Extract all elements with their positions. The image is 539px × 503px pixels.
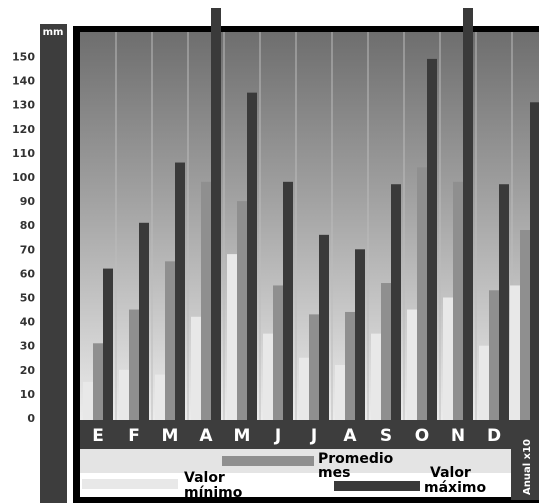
legend-min-line2: mínimo — [184, 485, 243, 501]
bar-max-9 — [427, 58, 437, 420]
bar-avg-10 — [453, 181, 463, 420]
bar-avg-8 — [381, 283, 391, 420]
month-label: J — [274, 426, 281, 446]
bar-max-7 — [355, 249, 365, 420]
legend-avg-line1: Promedio — [318, 451, 394, 467]
bar-max-5 — [283, 181, 293, 420]
month-label: S — [380, 426, 392, 446]
y-tick-label: 130 — [12, 99, 35, 112]
y-tick-label: 120 — [12, 123, 35, 136]
bar-max-0 — [103, 268, 113, 420]
month-label: O — [415, 426, 429, 446]
bar-max-1 — [139, 222, 149, 420]
unit-column — [40, 24, 67, 503]
month-label: D — [487, 426, 501, 446]
bar-avg-4 — [237, 201, 247, 420]
legend-swatch-min — [82, 479, 178, 489]
y-tick-label: 70 — [20, 243, 36, 256]
bar-min-2 — [155, 374, 165, 420]
bar-avg-2 — [165, 261, 175, 420]
month-strip — [80, 420, 511, 449]
bars — [83, 8, 539, 421]
bar-min-8 — [371, 333, 381, 420]
legend-swatch-max — [334, 481, 420, 491]
month-label: E — [92, 426, 104, 446]
bar-max-8 — [391, 184, 401, 420]
bar-max-3 — [211, 8, 221, 420]
bar-min-9 — [407, 309, 417, 420]
y-tick-label: 0 — [27, 412, 35, 425]
month-label: N — [451, 426, 465, 446]
y-tick-label: 90 — [20, 195, 36, 208]
bar-max-6 — [319, 234, 329, 420]
bar-avg-3 — [201, 181, 211, 420]
bar-avg-annual — [520, 230, 530, 420]
gridlines — [115, 32, 513, 420]
legend-max-line2: máximo — [424, 480, 486, 496]
legend-swatch-avg — [222, 456, 314, 466]
legend-min-line1: Valor — [184, 470, 225, 486]
y-tick-label: 140 — [12, 75, 35, 88]
bar-min-3 — [191, 316, 201, 420]
bar-max-10 — [463, 8, 473, 420]
bar-min-annual — [510, 285, 520, 420]
bar-avg-9 — [417, 167, 427, 420]
month-label: A — [199, 426, 213, 446]
bar-avg-0 — [93, 343, 103, 420]
bar-min-6 — [299, 357, 309, 420]
y-tick-label: 60 — [20, 267, 36, 280]
month-label: F — [128, 426, 140, 446]
bar-min-0 — [83, 381, 93, 420]
month-label: J — [310, 426, 317, 446]
annual-strip — [511, 420, 539, 500]
bar-min-1 — [119, 369, 129, 420]
legend-max-line1: Valor — [430, 465, 471, 481]
annual-label: Anual x10 — [522, 439, 533, 495]
bar-max-annual — [530, 102, 539, 420]
bar-avg-11 — [489, 290, 499, 420]
y-tick-label: 150 — [12, 51, 35, 64]
y-tick-label: 10 — [20, 388, 36, 401]
bar-avg-5 — [273, 285, 283, 420]
bar-avg-7 — [345, 311, 355, 420]
y-tick-label: 20 — [20, 364, 36, 377]
month-label: M — [234, 426, 251, 446]
bar-avg-6 — [309, 314, 319, 420]
bar-max-4 — [247, 92, 257, 421]
legend-avg-line2: mes — [318, 465, 350, 481]
bar-min-4 — [227, 254, 237, 420]
bar-min-5 — [263, 333, 273, 420]
bar-min-7 — [335, 364, 345, 420]
month-label: A — [343, 426, 357, 446]
bar-min-10 — [443, 297, 453, 420]
y-tick-label: 40 — [20, 316, 36, 329]
y-tick-label: 50 — [20, 292, 36, 305]
y-axis-ticks: 0 10 20 30 40 50 60 70 80 90 100 110 120 130 140 150 — [12, 51, 35, 426]
month-label: M — [162, 426, 179, 446]
bar-max-11 — [499, 184, 509, 420]
y-tick-label: 30 — [20, 340, 36, 353]
y-tick-label: 100 — [12, 171, 35, 184]
bar-min-11 — [479, 345, 489, 420]
bar-max-2 — [175, 162, 185, 421]
bar-avg-1 — [129, 309, 139, 420]
y-tick-label: 80 — [20, 219, 36, 232]
unit-label: mm — [43, 27, 64, 38]
y-tick-label: 110 — [12, 147, 35, 160]
